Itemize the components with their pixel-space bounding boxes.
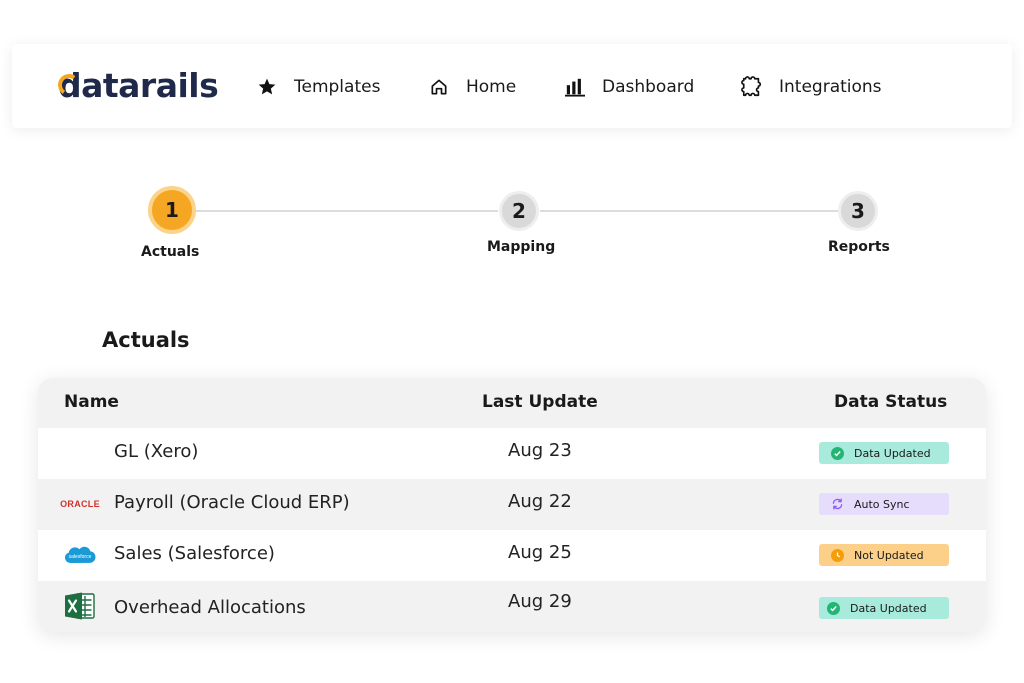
row-last-update: Aug 29 bbox=[508, 591, 572, 612]
sync-icon bbox=[831, 498, 844, 511]
status-badge-updated[interactable]: Data Updated bbox=[819, 597, 949, 619]
row-last-update: Aug 25 bbox=[508, 542, 572, 563]
bar-chart-icon bbox=[564, 76, 586, 98]
status-label: Auto Sync bbox=[854, 497, 910, 511]
nav-home[interactable]: Home bbox=[428, 72, 516, 102]
step-3-circle[interactable]: 3 bbox=[838, 191, 878, 231]
row-name: Overhead Allocations bbox=[114, 597, 306, 618]
row-name: Payroll (Oracle Cloud ERP) bbox=[114, 492, 350, 513]
check-circle-icon bbox=[827, 601, 840, 615]
status-badge-not-updated[interactable]: Not Updated bbox=[819, 544, 949, 566]
nav-templates-label: Templates bbox=[294, 77, 381, 97]
svg-text:salesforce: salesforce bbox=[69, 554, 92, 560]
column-header-last-update[interactable]: Last Update bbox=[482, 392, 598, 412]
table-row[interactable]: Overhead Allocations Aug 29 Data Updated bbox=[38, 581, 986, 632]
star-icon bbox=[256, 76, 278, 98]
step-2-number: 2 bbox=[512, 199, 526, 223]
nav-home-label: Home bbox=[466, 77, 517, 97]
column-header-data-status[interactable]: Data Status bbox=[834, 392, 948, 412]
step-3-number: 3 bbox=[851, 199, 865, 223]
data-sources-table: Name Last Update Data Status GL (Xero) A… bbox=[38, 378, 986, 632]
section-title: Actuals bbox=[102, 328, 190, 352]
oracle-logo: ORACLE bbox=[60, 499, 100, 509]
step-2-label: Mapping bbox=[487, 239, 556, 255]
table-header: Name Last Update Data Status bbox=[38, 378, 986, 428]
excel-logo bbox=[56, 591, 104, 621]
top-nav-bar: datarails Templates Home Dashboard Integ… bbox=[12, 44, 1012, 128]
status-label: Data Updated bbox=[850, 601, 927, 615]
salesforce-logo: salesforce bbox=[56, 540, 104, 570]
row-name: GL (Xero) bbox=[114, 441, 199, 462]
row-name: Sales (Salesforce) bbox=[114, 543, 275, 564]
datarails-logo[interactable]: datarails bbox=[56, 66, 219, 106]
clock-icon bbox=[831, 548, 844, 562]
nav-templates[interactable]: Templates bbox=[256, 72, 380, 102]
status-badge-sync[interactable]: Auto Sync bbox=[819, 493, 949, 515]
row-last-update: Aug 22 bbox=[508, 491, 572, 512]
nav-integrations[interactable]: Integrations bbox=[741, 72, 882, 102]
status-badge-updated[interactable]: Data Updated bbox=[819, 442, 949, 464]
table-row[interactable]: GL (Xero) Aug 23 Data Updated bbox=[38, 428, 986, 479]
logo-text: datarails bbox=[58, 66, 219, 105]
puzzle-icon bbox=[741, 76, 763, 98]
step-1-label: Actuals bbox=[141, 244, 200, 260]
table-row[interactable]: salesforce Sales (Salesforce) Aug 25 Not… bbox=[38, 530, 986, 581]
step-1-circle[interactable]: 1 bbox=[148, 186, 196, 234]
status-label: Data Updated bbox=[854, 446, 931, 460]
nav-dashboard-label: Dashboard bbox=[602, 77, 695, 97]
nav-dashboard[interactable]: Dashboard bbox=[564, 72, 694, 102]
home-icon bbox=[428, 76, 450, 98]
column-header-name[interactable]: Name bbox=[64, 392, 119, 412]
nav-integrations-label: Integrations bbox=[779, 77, 882, 97]
table-row[interactable]: ORACLE Payroll (Oracle Cloud ERP) Aug 22… bbox=[38, 479, 986, 530]
stepper-connector-2 bbox=[540, 210, 838, 212]
status-label: Not Updated bbox=[854, 548, 924, 562]
check-circle-icon bbox=[831, 446, 844, 460]
step-3-label: Reports bbox=[828, 239, 890, 255]
row-last-update: Aug 23 bbox=[508, 440, 572, 461]
step-2-circle[interactable]: 2 bbox=[499, 191, 539, 231]
stepper-connector-1 bbox=[196, 210, 498, 212]
step-1-number: 1 bbox=[165, 198, 179, 222]
